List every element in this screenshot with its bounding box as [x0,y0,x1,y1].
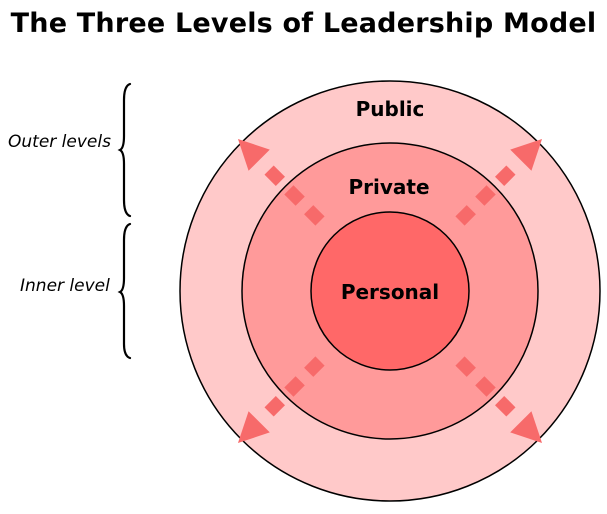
page-title: The Three Levels of Leadership Model [10,8,597,39]
arrow-down-right [455,356,543,444]
private-label: Private [348,175,429,199]
arrow-up-left-dash [284,185,305,206]
personal-core [310,211,470,371]
arrow-up-left-dash [304,205,325,226]
outer-levels-label: Outer levels [8,132,111,152]
arrow-up-left-head [237,138,270,171]
arrow-down-left-dash [284,376,305,397]
arrow-up-right-dash [475,185,496,206]
personal-label: Personal [341,280,439,304]
arrow-down-left-dash [304,356,325,377]
arrow-up-right-dash [455,205,476,226]
arrow-up-left [237,138,325,226]
arrow-up-left-dash [264,165,285,186]
outer-levels-brace [117,82,132,218]
arrow-up-right-head [510,138,543,171]
arrow-down-right-dash [455,356,476,377]
arrow-down-right-dash [495,396,516,417]
arrow-up-right-dash [495,165,516,186]
arrow-down-left [237,356,325,444]
arrow-down-right-head [510,411,543,444]
arrows-group [237,138,543,444]
inner-level-brace [117,222,132,360]
arrow-down-right-dash [475,376,496,397]
public-label: Public [356,97,425,121]
arrow-down-left-dash [264,396,285,417]
arrow-down-left-head [237,411,270,444]
inner-level-label: Inner level [20,276,110,296]
arrow-up-right [455,138,543,226]
